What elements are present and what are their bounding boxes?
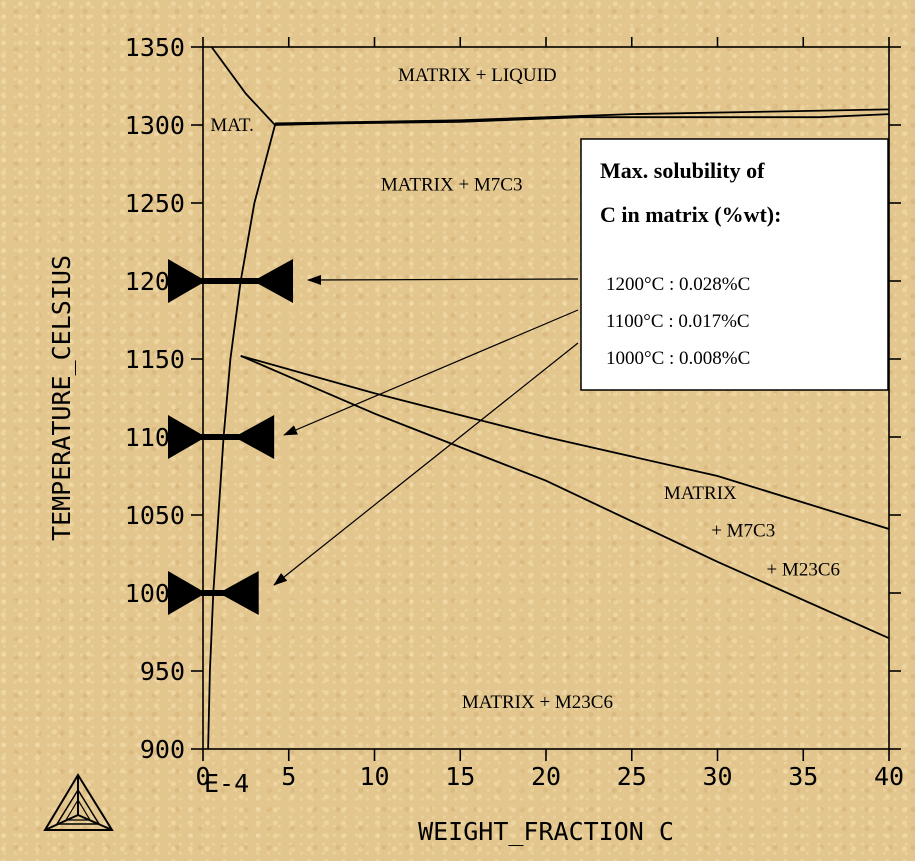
arrow-1000 [273, 342, 579, 586]
phase-boundary-3 [274, 108, 889, 125]
y-tick-label-1150: 1150 [125, 345, 185, 374]
region-label-7: MATRIX + M23C6 [462, 692, 613, 713]
arrow-1100 [283, 309, 579, 436]
annotation-arrows [273, 274, 579, 586]
region-label-1: MATRIX + LIQUID [398, 65, 556, 86]
solubility-marker-1000 [168, 571, 259, 615]
phase-boundary-2 [274, 113, 889, 126]
phase-boundary-1 [210, 47, 276, 126]
x-tick-label-0: 0 [195, 762, 210, 791]
annotation-box [580, 138, 889, 391]
solubility-markers [168, 259, 294, 615]
arrow-1200 [307, 274, 579, 285]
region-labels: MATRIX + LIQUID MAT. MATRIX + M7C3 MATRIX + … [210, 65, 840, 713]
phase-boundary-5 [240, 355, 889, 640]
region-label-2: MAT. [210, 115, 253, 136]
x-tick-label-25: 25 [617, 762, 647, 791]
x-tick-label-40: 40 [874, 762, 904, 791]
x-tick-label-35: 35 [788, 762, 818, 791]
y-tick-label-1250: 1250 [125, 189, 185, 218]
annotation-line-1000: 1000°C : 0.008%C [606, 348, 750, 369]
x-tick-label-30: 30 [702, 762, 732, 791]
x-tick-label-20: 20 [531, 762, 561, 791]
region-label-5: + M7C3 [711, 521, 775, 542]
x-axis-exponent-label: E-4 [204, 769, 249, 798]
region-label-4: MATRIX [664, 483, 737, 504]
x-tick-label-15: 15 [445, 762, 475, 791]
y-tick-label-950: 950 [140, 657, 185, 686]
x-tick-label-5: 5 [281, 762, 296, 791]
x-tick-labels: 0 5 10 15 20 25 30 35 40 [195, 762, 904, 791]
annotation-line-1100: 1100°C : 0.017%C [606, 311, 750, 332]
y-tick-label-1050: 1050 [125, 501, 185, 530]
y-tick-label-1300: 1300 [125, 111, 185, 140]
y-tick-label-1350: 1350 [125, 33, 185, 62]
solubility-marker-1100 [168, 415, 275, 459]
region-label-3: MATRIX + M7C3 [381, 174, 523, 195]
x-axis-title: WEIGHT_FRACTION C [418, 817, 674, 846]
solubility-marker-1200 [168, 259, 294, 303]
region-label-6: + M23C6 [766, 560, 840, 581]
phase-boundary-6 [240, 355, 889, 530]
annotation-heading-2: C in matrix (%wt): [600, 202, 781, 227]
y-axis-title: TEMPERATURE_CELSIUS [47, 255, 76, 541]
annotation-heading-1: Max. solubility of [600, 158, 765, 183]
solubility-annotation: Max. solubility of C in matrix (%wt): 12… [580, 138, 889, 391]
annotation-line-1200: 1200°C : 0.028%C [606, 274, 750, 295]
thermo-calc-triangle-logo [43, 773, 114, 831]
y-tick-label-900: 900 [140, 735, 185, 764]
x-tick-label-10: 10 [359, 762, 389, 791]
